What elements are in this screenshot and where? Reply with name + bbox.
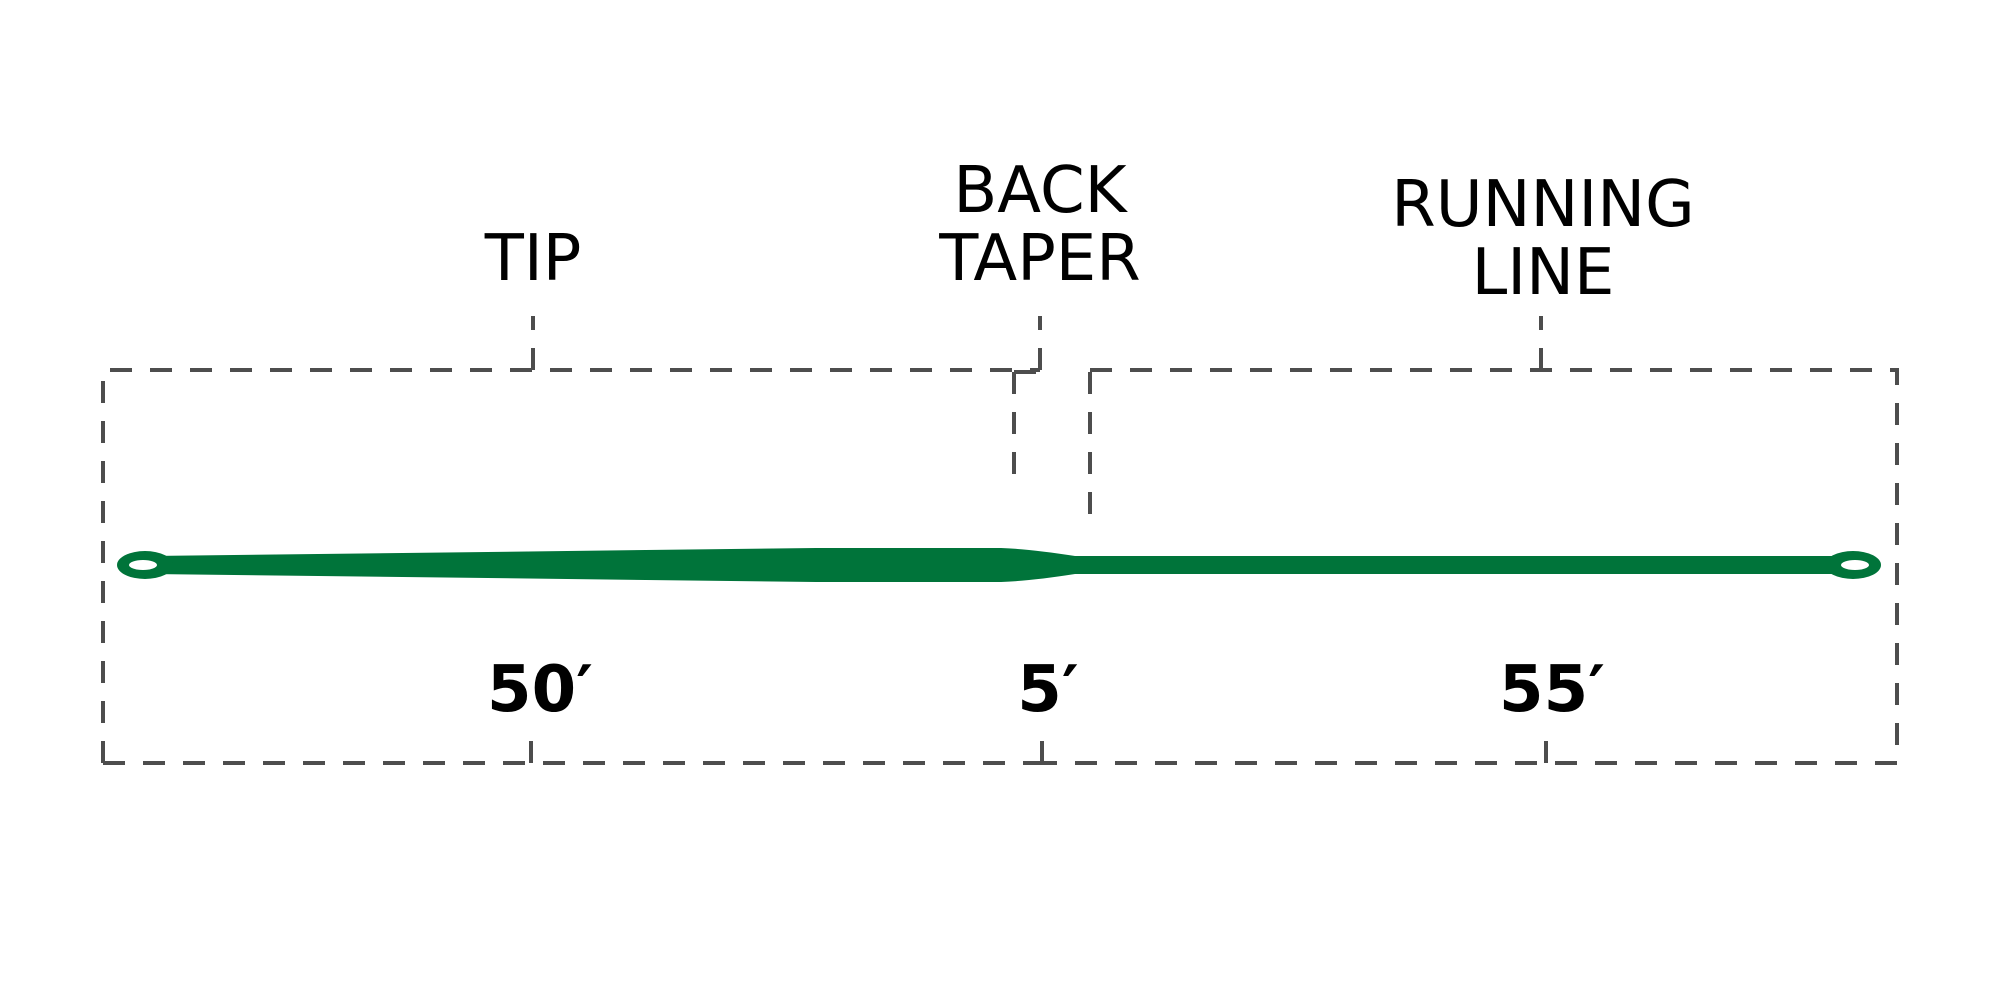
- tip-label: TIP: [484, 222, 582, 296]
- back-taper-label-line1: BACK: [953, 154, 1128, 228]
- back-taper-length: 5′: [1017, 653, 1078, 727]
- tip-length: 50′: [487, 653, 593, 727]
- running-line-label-line1: RUNNING: [1391, 168, 1694, 242]
- section-brackets: [101, 316, 1899, 765]
- running-line-bracket: [1040, 316, 1899, 765]
- fly-line: [117, 548, 1881, 582]
- left-loop-hole: [129, 560, 157, 570]
- line-body: [150, 548, 1835, 582]
- back-taper-label-line2: TAPER: [938, 222, 1140, 296]
- running-line-label-line2: LINE: [1472, 236, 1615, 310]
- back-taper-bracket: [1012, 316, 1092, 522]
- running-line-length: 55′: [1499, 653, 1605, 727]
- right-loop-hole: [1841, 560, 1869, 570]
